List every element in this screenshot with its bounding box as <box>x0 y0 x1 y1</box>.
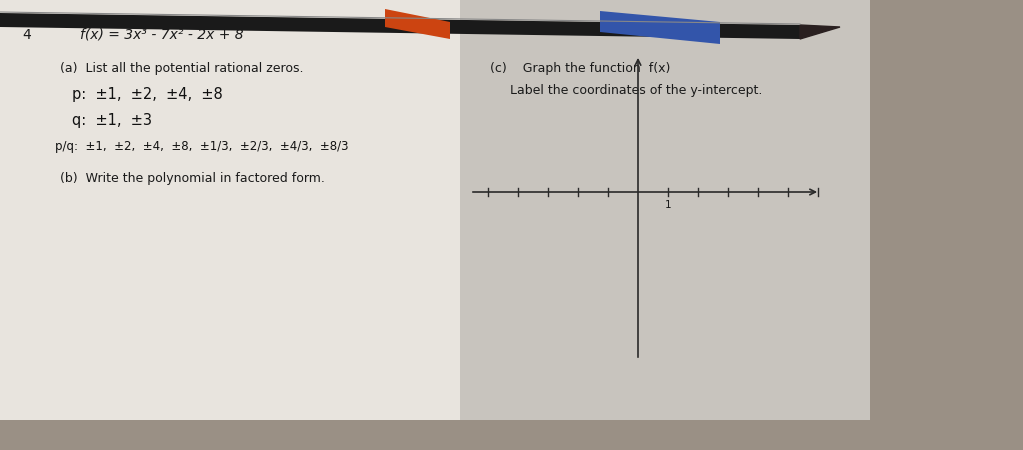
FancyBboxPatch shape <box>460 0 870 420</box>
Polygon shape <box>385 9 450 39</box>
Polygon shape <box>0 13 800 39</box>
Text: p:  ±1,  ±2,  ±4,  ±8: p: ±1, ±2, ±4, ±8 <box>72 87 223 102</box>
Text: 4: 4 <box>23 28 31 42</box>
Text: (a)  List all the potential rational zeros.: (a) List all the potential rational zero… <box>60 62 304 75</box>
Polygon shape <box>601 11 720 44</box>
Text: f(x) = 3x³ - 7x² - 2x + 8: f(x) = 3x³ - 7x² - 2x + 8 <box>80 28 243 42</box>
Text: q:  ±1,  ±3: q: ±1, ±3 <box>72 113 152 128</box>
Text: Label the coordinates of the y-intercept.: Label the coordinates of the y-intercept… <box>510 84 762 97</box>
FancyBboxPatch shape <box>0 0 870 420</box>
Polygon shape <box>800 25 840 39</box>
Text: 1: 1 <box>665 200 671 210</box>
Text: p/q:  ±1,  ±2,  ±4,  ±8,  ±1/3,  ±2/3,  ±4/3,  ±8/3: p/q: ±1, ±2, ±4, ±8, ±1/3, ±2/3, ±4/3, ±… <box>55 140 349 153</box>
Text: (b)  Write the polynomial in factored form.: (b) Write the polynomial in factored for… <box>60 172 325 185</box>
Text: (c)    Graph the function  f(x): (c) Graph the function f(x) <box>490 62 670 75</box>
